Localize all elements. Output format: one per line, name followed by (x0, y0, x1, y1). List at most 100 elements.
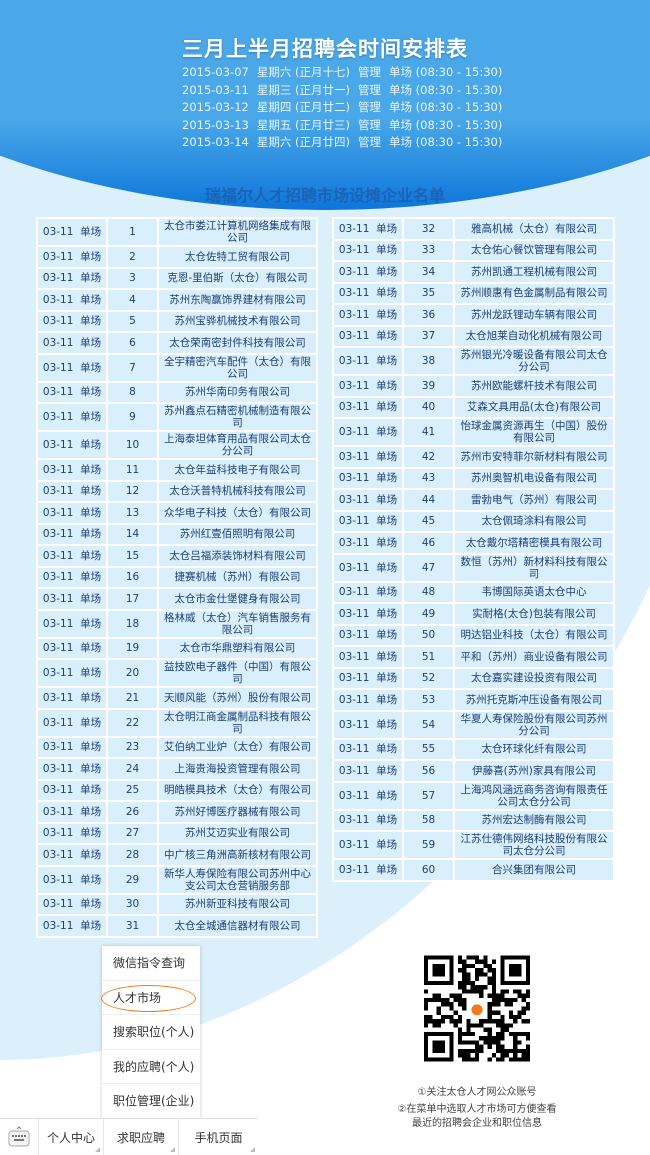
booth-number-cell: 1 (108, 219, 157, 245)
booth-number-cell: 28 (108, 845, 157, 865)
table-row: 03-11 单场 46 太仓戴尔塔精密模具有限公司 (334, 533, 613, 553)
booth-number-cell: 32 (404, 219, 453, 239)
session-cell: 03-11 单场 (334, 860, 402, 880)
schedule-detail: 单场 (08:30 - 15:30) (388, 65, 503, 79)
schedule-detail: 单场 (08:30 - 15:30) (388, 82, 503, 97)
booth-number-cell: 25 (108, 780, 157, 800)
booth-number-cell: 57 (404, 782, 453, 809)
booth-number-cell: 55 (404, 739, 453, 759)
session-cell: 03-11 单场 (334, 348, 402, 374)
menu-item-job-management[interactable]: 职位管理(企业) (102, 1084, 200, 1119)
session-cell: 03-11 单场 (38, 638, 106, 658)
booth-number-cell: 16 (108, 567, 157, 587)
menu-item-wechat-command[interactable]: 微信指令查询 (102, 946, 200, 981)
company-name-cell: 明达铝业科技（太仓）有限公司 (455, 625, 613, 645)
company-table-right: 03-11 单场 32 雅高机械（太仓）有限公司 03-11 单场 33 太仓佑心餐饮管理… (332, 217, 615, 882)
schedule-row: 2015-03-14 星期六 (正月廿四) 管理 单场 (08:30 - 15:30) (182, 134, 502, 152)
page-title: 三月上半月招聘会时间安排表 (182, 37, 468, 61)
table-row: 03-11 单场 56 伊藤喜(苏州)家具有限公司 (334, 761, 613, 781)
session-cell: 03-11 单场 (38, 460, 106, 480)
session-cell: 03-11 单场 (334, 305, 402, 325)
session-cell: 03-11 单场 (334, 262, 402, 282)
session-cell: 03-11 单场 (38, 404, 106, 430)
company-name-cell: 怡球金属资源再生（中国）股份有限公司 (455, 419, 613, 445)
table-row: 03-11 单场 37 太仓旭莱自动化机械有限公司 (334, 326, 613, 346)
schedule-type: 管理 (357, 117, 381, 132)
menu-item-my-applications[interactable]: 我的应聘(个人) (102, 1050, 200, 1085)
table-row: 03-11 单场 51 平和（苏州）商业设备有限公司 (334, 647, 613, 667)
booth-number-cell: 29 (108, 866, 157, 893)
menu-item-search-jobs[interactable]: 搜索职位(个人) (102, 1015, 200, 1050)
table-row: 03-11 单场 43 苏州奥智机电设备有限公司 (334, 468, 613, 488)
table-row: 03-11 单场 59 江苏仕德伟网络科技股份有限公司太仓分公司 (334, 832, 613, 858)
booth-number-cell: 56 (404, 761, 453, 781)
booth-number-cell: 43 (404, 468, 453, 488)
qr-caption-line: ②在菜单中选取人才市场可方便查看 (397, 1104, 557, 1115)
booth-number-cell: 18 (108, 610, 157, 637)
menu-item-talent-market[interactable]: 人才市场 (101, 981, 200, 1016)
schedule-weekday: 星期六 (正月十七) (256, 65, 350, 79)
session-cell: 03-11 单场 (38, 823, 106, 843)
session-cell: 03-11 单场 (38, 660, 106, 686)
session-cell: 03-11 单场 (38, 610, 106, 637)
table-row: 03-11 单场 5 苏州宝骅机械技术有限公司 (38, 311, 316, 331)
table-row: 03-11 单场 22 太仓明江商金属制品科技有限公司 (38, 709, 316, 736)
session-cell: 03-11 单场 (38, 567, 106, 587)
table-row: 03-11 单场 20 益技欧电子器件（中国）有限公司 (38, 660, 316, 686)
company-name-cell: 苏州顺惠有色金属制品有限公司 (455, 283, 613, 303)
company-name-cell: 克恩-里伯斯（太仓）有限公司 (159, 268, 316, 288)
bottom-menu-mobile-page[interactable]: 手机页面 (178, 1119, 258, 1155)
session-cell: 03-11 单场 (38, 802, 106, 822)
table-row: 03-11 单场 41 怡球金属资源再生（中国）股份有限公司 (334, 419, 613, 445)
booth-number-cell: 11 (108, 460, 157, 480)
table-row: 03-11 单场 39 苏州欧能螺杆技术有限公司 (334, 376, 613, 396)
table-row: 03-11 单场 55 太仓环球化纤有限公司 (334, 739, 613, 759)
session-cell: 03-11 单场 (334, 326, 402, 346)
session-cell: 03-11 单场 (334, 647, 402, 667)
booth-number-cell: 52 (404, 668, 453, 688)
company-name-cell: 雷勃电气（苏州）有限公司 (455, 490, 613, 510)
table-row: 03-11 单场 9 苏州鑫点石精密机械制造有限公司 (38, 404, 316, 430)
table-row: 03-11 单场 34 苏州凯通工程机械有限公司 (334, 262, 613, 282)
company-name-cell: 捷赛机械（苏州）有限公司 (159, 567, 316, 587)
schedule-weekday: 星期六 (正月廿四) (256, 135, 350, 149)
booth-number-cell: 2 (108, 247, 157, 267)
menu-item-label: 微信指令查询 (113, 956, 186, 970)
table-row: 03-11 单场 10 上海泰坦体育用品有限公司太仓分公司 (38, 432, 316, 458)
booth-number-cell: 9 (108, 404, 157, 430)
table-row: 03-11 单场 33 太仓佑心餐饮管理有限公司 (334, 240, 613, 260)
table-row: 03-11 单场 45 太仓佩琦涂料有限公司 (334, 511, 613, 531)
qr-caption-line: ①关注太仓人才网公众账号 (417, 1087, 537, 1098)
booth-number-cell: 13 (108, 503, 157, 523)
schedule-weekday: 星期四 (正月廿二) (256, 100, 350, 114)
highlight-circle (101, 984, 196, 1012)
company-name-cell: 太仓荣南密封件科技有限公司 (159, 333, 316, 353)
company-name-cell: 太仓环球化纤有限公司 (455, 739, 613, 759)
company-name-cell: 苏州宏达制酶有限公司 (455, 810, 613, 830)
bottom-menu-personal-center[interactable]: 个人中心 (38, 1119, 103, 1155)
bottom-menu-job-seeking[interactable]: 求职应聘 (103, 1119, 178, 1155)
booth-number-cell: 59 (404, 832, 453, 858)
booth-number-cell: 17 (108, 589, 157, 609)
menu-item-label: 我的应聘(个人) (113, 1059, 195, 1074)
keyboard-toggle-button[interactable] (0, 1119, 38, 1155)
session-cell: 03-11 单场 (38, 780, 106, 800)
bottom-menu-bar: 个人中心 求职应聘 手机页面 (0, 1118, 258, 1155)
company-name-cell: 太仓年益科技电子有限公司 (159, 460, 316, 480)
booth-number-cell: 27 (108, 823, 157, 843)
session-cell: 03-11 单场 (38, 894, 106, 914)
table-row: 03-11 单场 47 数恒（苏州）新材料科技有限公司 (334, 554, 613, 581)
table-row: 03-11 单场 42 苏州市安特菲尔新材料有限公司 (334, 447, 613, 467)
session-cell: 03-11 单场 (38, 688, 106, 708)
booth-number-cell: 53 (404, 690, 453, 710)
table-row: 03-11 单场 31 太仓全城通信器材有限公司 (38, 916, 316, 936)
session-cell: 03-11 单场 (38, 311, 106, 331)
table-row: 03-11 单场 25 明皓模具技术（太仓）有限公司 (38, 780, 316, 800)
table-row: 03-11 单场 58 苏州宏达制酶有限公司 (334, 810, 613, 830)
qr-caption: ①关注太仓人才网公众账号 ②在菜单中选取人才市场可方便查看 最近的招聘会企业和职… (372, 1086, 582, 1131)
company-name-cell: 实耐格(太仓)包装有限公司 (455, 604, 613, 624)
booth-number-cell: 34 (404, 262, 453, 282)
table-row: 03-11 单场 50 明达铝业科技（太仓）有限公司 (334, 625, 613, 645)
schedule-detail: 单场 (08:30 - 15:30) (388, 135, 503, 149)
session-cell: 03-11 单场 (334, 376, 402, 396)
